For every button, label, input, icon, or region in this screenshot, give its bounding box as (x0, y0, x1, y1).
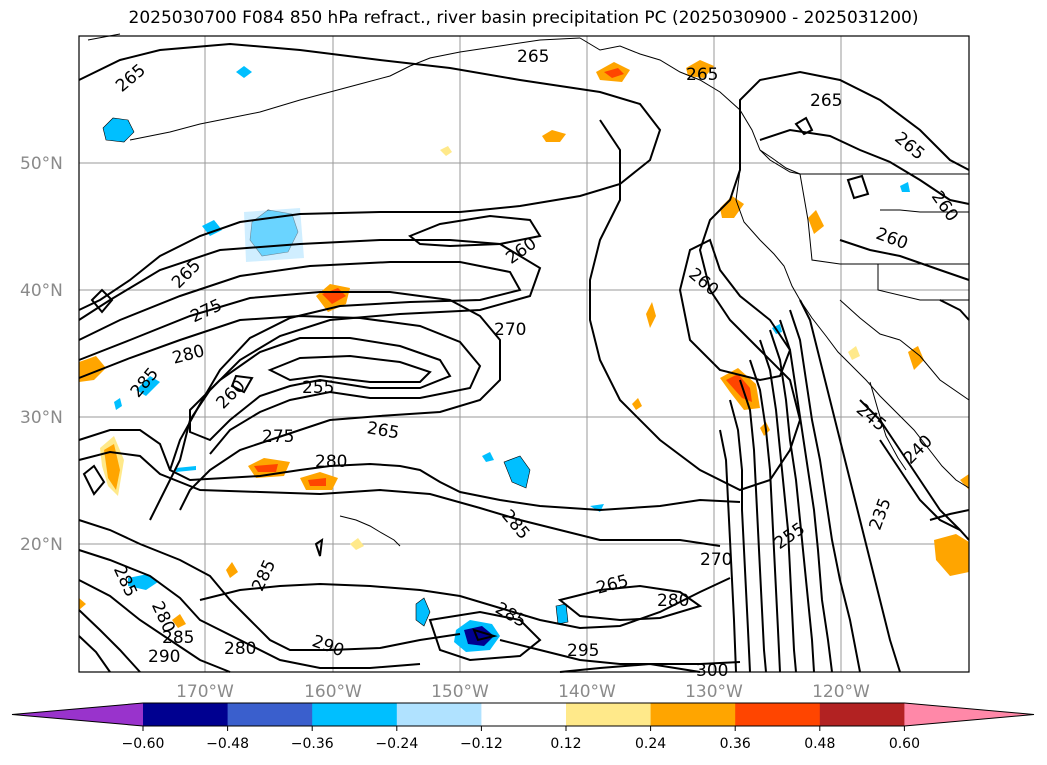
colorbar-tick-label: 0.24 (635, 736, 666, 752)
contour-label: 280 (224, 639, 256, 659)
contour-label: 270 (494, 320, 526, 340)
map-panel: 265 265 265 265 265 260 260 260 265 275 … (78, 33, 970, 681)
longitude-labels: 170°W 160°W 150°W 140°W 130°W 120°W (176, 682, 870, 702)
lon-label: 130°W (685, 682, 743, 702)
lon-label: 120°W (812, 682, 870, 702)
latitude-labels: 50°N 40°N 30°N 20°N (20, 154, 63, 555)
lat-label: 20°N (20, 535, 63, 555)
colorbar-extend-high (904, 703, 1034, 726)
coastline (87, 33, 970, 547)
contour-label: 275 (262, 427, 294, 447)
contour-label: 255 (302, 378, 334, 398)
colorbar-segment (227, 703, 313, 726)
colorbar: −0.60 −0.48 −0.36 −0.24 −0.12 0.12 0.24 0.36 0.4… (11, 702, 1035, 752)
map-border (78, 35, 970, 673)
lat-label: 40°N (20, 281, 63, 301)
colorbar-segment (819, 703, 905, 726)
colorbar-tick-label: 0.36 (720, 736, 751, 752)
contour-label: 280 (315, 452, 347, 472)
colorbar-segment (481, 703, 567, 726)
colorbar-tick-label: 0.48 (804, 736, 835, 752)
colorbar-tick-label: −0.36 (291, 736, 334, 752)
contour-label: 270 (700, 550, 732, 570)
lon-label: 140°W (558, 682, 616, 702)
gridlines (79, 36, 969, 672)
contour-label: 265 (517, 47, 549, 67)
lon-label: 160°W (304, 682, 362, 702)
map-title: 2025030700 F084 850 hPa refract., river … (128, 8, 919, 28)
lon-label: 170°W (176, 682, 234, 702)
contour-label: 265 (810, 91, 842, 111)
colorbar-tick-label: −0.24 (375, 736, 418, 752)
colorbar-tick-label: 0.60 (889, 736, 920, 752)
contour-label: 265 (686, 65, 718, 85)
colorbar-tick-label: −0.60 (122, 736, 165, 752)
contour-label: 290 (148, 647, 180, 667)
contour-label: 280 (657, 591, 689, 611)
contour-label: 300 (696, 661, 728, 681)
colorbar-tick-label: −0.48 (206, 736, 249, 752)
colorbar-segment (566, 703, 652, 726)
contour-label: 295 (567, 641, 599, 661)
colorbar-tick-label: −0.12 (460, 736, 503, 752)
contour-label: 285 (162, 628, 194, 648)
lat-label: 50°N (20, 154, 63, 174)
refractivity-contours (78, 42, 970, 673)
colorbar-tick-label: 0.12 (550, 736, 581, 752)
lat-label: 30°N (20, 408, 63, 428)
colorbar-segment (396, 703, 482, 726)
colorbar-segment (650, 703, 736, 726)
colorbar-segment (312, 703, 398, 726)
lon-label: 150°W (431, 682, 489, 702)
colorbar-segment (735, 703, 821, 726)
colorbar-extend-low (12, 703, 143, 726)
colorbar-segment (143, 703, 229, 726)
